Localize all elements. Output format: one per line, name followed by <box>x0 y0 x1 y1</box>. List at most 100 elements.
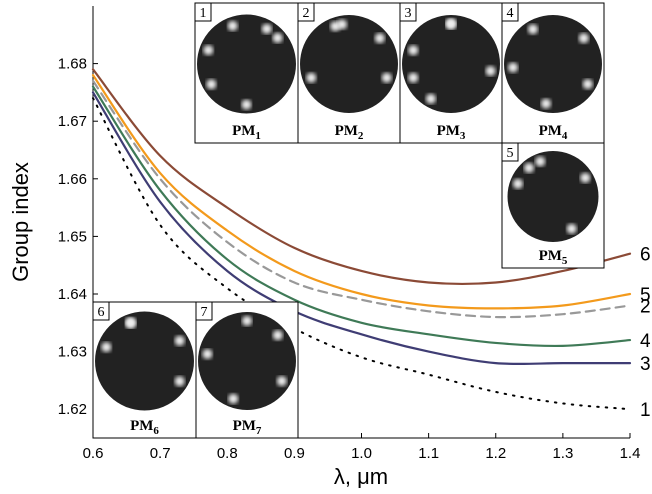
inset-label-base: PM <box>233 418 256 434</box>
inset-number: 5 <box>507 146 514 161</box>
mode-spot <box>203 45 214 56</box>
y-tick-label: 1.64 <box>58 286 87 303</box>
inset-label-base: PM <box>437 123 460 139</box>
inset: 4 PM4 <box>501 2 605 144</box>
series-label: 3 <box>640 354 651 375</box>
mode-spot <box>276 376 287 387</box>
mode-spot <box>408 72 419 83</box>
mode-spot <box>228 393 239 404</box>
inset-label-base: PM <box>539 123 562 139</box>
inset-number: 4 <box>507 6 514 21</box>
inset-number-box <box>501 142 519 162</box>
mode-spot <box>566 223 577 234</box>
inset-number-box <box>194 2 212 22</box>
fiber-cross-section <box>507 151 599 242</box>
mode-spot <box>580 172 591 183</box>
mode-spot <box>446 18 456 29</box>
fiber-cross-section <box>95 311 194 411</box>
inset-number: 2 <box>303 6 310 21</box>
series-label: 1 <box>640 400 651 421</box>
mode-spot <box>535 156 546 167</box>
mode-spot <box>125 317 136 328</box>
inset-label-sub: 3 <box>460 130 466 142</box>
inset-number-box <box>92 301 110 321</box>
mode-spot <box>408 45 419 56</box>
y-tick-label: 1.62 <box>58 401 87 418</box>
y-tick-label: 1.68 <box>58 56 87 73</box>
inset-label: PM6 <box>130 418 159 437</box>
x-tick-label: 0.6 <box>83 445 104 462</box>
inset-label-sub: 5 <box>562 255 568 267</box>
mode-spot <box>206 79 217 90</box>
inset-label: PM4 <box>539 123 568 142</box>
inset-number-box <box>297 2 315 22</box>
series-line <box>91 68 632 286</box>
mode-spot <box>374 33 385 44</box>
fiber-cross-section <box>402 15 500 113</box>
y-tick-label: 1.63 <box>58 344 87 361</box>
series-label: 4 <box>640 331 651 352</box>
mode-spot <box>524 162 535 173</box>
inset-label: PM3 <box>437 123 466 142</box>
x-axis-label: λ, μm <box>334 464 388 489</box>
mode-spot <box>241 99 252 110</box>
y-tick-label: 1.65 <box>58 228 87 245</box>
mode-spot <box>306 72 317 83</box>
inset-number: 1 <box>200 6 207 21</box>
mode-spot <box>242 315 252 326</box>
inset-label-base: PM <box>335 123 358 139</box>
mode-spot <box>381 72 392 83</box>
x-tick-label: 0.9 <box>284 445 305 462</box>
mode-spot <box>425 93 436 104</box>
inset-number-box <box>399 2 417 22</box>
mode-spot <box>485 65 496 76</box>
x-tick-label: 1.4 <box>620 445 641 462</box>
mode-spot <box>527 24 538 35</box>
mode-spot <box>174 376 185 387</box>
mode-spot <box>541 98 552 109</box>
inset-number-box <box>501 2 519 22</box>
series-line <box>91 85 632 348</box>
series-line <box>92 97 631 411</box>
y-tick-label: 1.67 <box>58 113 87 130</box>
y-tick-label: 1.66 <box>58 171 87 188</box>
series-line <box>91 74 632 310</box>
mode-spot <box>272 330 283 341</box>
series-label: 5 <box>640 285 651 306</box>
inset-number: 7 <box>201 305 208 320</box>
x-tick-label: 1.2 <box>485 445 506 462</box>
mode-spot <box>507 62 518 73</box>
inset-number: 6 <box>98 305 105 320</box>
inset-number-box <box>195 301 213 321</box>
x-tick-label: 1.3 <box>552 445 573 462</box>
x-tick-label: 0.8 <box>217 445 238 462</box>
inset-label: PM7 <box>233 418 262 437</box>
inset-number: 3 <box>405 6 412 21</box>
inset-label-sub: 6 <box>153 425 159 437</box>
inset-label-sub: 1 <box>255 130 261 142</box>
x-tick-label: 1.1 <box>418 445 439 462</box>
mode-spot <box>578 33 589 44</box>
inset-label-base: PM <box>130 418 153 434</box>
inset-label: PM1 <box>232 123 261 142</box>
inset-label-base: PM <box>539 248 562 264</box>
x-tick-label: 0.7 <box>150 445 171 462</box>
fiber-cross-section <box>197 14 296 114</box>
inset-label-sub: 2 <box>358 130 364 142</box>
inset-label: PM2 <box>335 123 364 142</box>
mode-spot <box>272 32 283 43</box>
y-axis-label: Group index <box>8 162 33 282</box>
fiber-cross-section <box>504 15 602 113</box>
fiber-cross-section <box>300 15 398 113</box>
series-label: 2 <box>640 297 651 318</box>
inset-label-sub: 7 <box>256 425 262 437</box>
inset-label-base: PM <box>232 123 255 139</box>
mode-spot <box>512 178 523 189</box>
mode-spot <box>261 23 272 34</box>
mode-spot <box>582 79 593 90</box>
